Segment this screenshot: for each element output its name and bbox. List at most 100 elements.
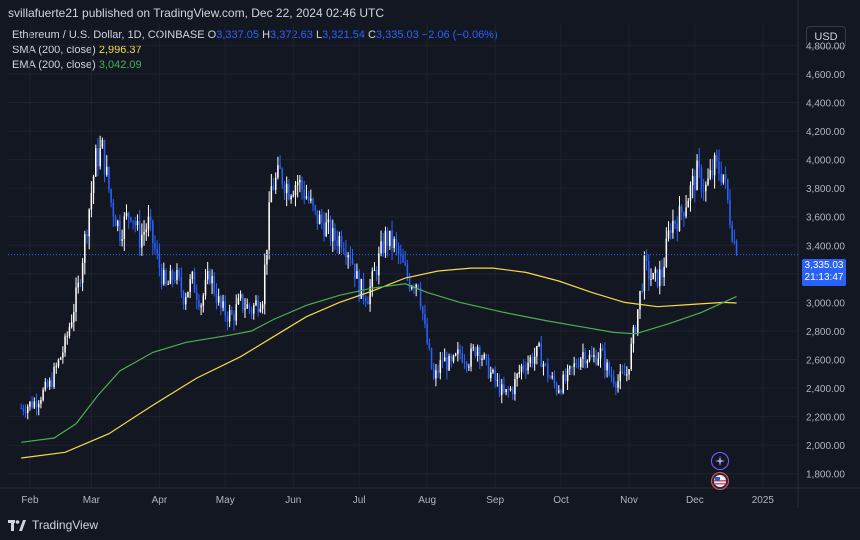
candle-body: [586, 360, 589, 364]
x-tick-label: May: [216, 495, 235, 506]
candle-body: [380, 241, 382, 254]
candle-body: [487, 358, 490, 378]
candle-body: [99, 148, 101, 167]
candle-body: [31, 401, 33, 408]
candle-body: [130, 217, 132, 221]
footer-brand-label: TradingView: [32, 518, 99, 532]
candle-body: [378, 253, 380, 276]
candle-body: [152, 220, 154, 244]
candle-body: [558, 390, 560, 393]
close-key: C: [367, 29, 376, 41]
candle-body: [156, 249, 158, 254]
candle-body: [62, 352, 64, 358]
candle-body: [689, 185, 692, 201]
candle-body: [228, 310, 231, 322]
candle-body: [727, 179, 729, 201]
candle-body: [490, 372, 492, 378]
candle-body: [373, 270, 376, 272]
candle-body: [292, 195, 295, 197]
candle-body: [391, 230, 393, 249]
y-tick-label: 3,000.00: [806, 298, 845, 309]
candle-body: [103, 140, 106, 175]
candle-body: [48, 380, 51, 387]
ema-row[interactable]: EMA (200, close) 3,042.09: [12, 58, 498, 73]
ema-label: EMA (200, close): [12, 59, 96, 71]
sparkle-glyph: [715, 456, 725, 466]
candle-body: [408, 276, 411, 289]
candle-body: [428, 343, 431, 349]
candle-body: [474, 347, 477, 356]
sparkle-icon[interactable]: [711, 452, 729, 470]
candle-body: [141, 234, 143, 248]
candle-body: [628, 369, 630, 375]
candle-body: [244, 308, 246, 310]
candle-body: [538, 343, 540, 347]
candle-body: [147, 216, 150, 230]
x-tick-label: Dec: [686, 495, 704, 506]
candle-body: [268, 202, 270, 250]
candle-body: [37, 403, 40, 408]
candle-body: [626, 374, 628, 376]
x-tick-label: Mar: [83, 495, 101, 506]
candle-body: [470, 348, 472, 367]
currency-button[interactable]: USD: [806, 26, 846, 48]
candle-body: [231, 310, 233, 315]
countdown-value: 21:13:47: [804, 272, 844, 283]
candle-body: [623, 371, 626, 376]
candle-body: [400, 254, 402, 256]
candle-body: [101, 140, 104, 149]
candle-body: [345, 251, 347, 258]
candle-body: [29, 401, 31, 407]
candle-body: [454, 353, 457, 356]
candle-body: [661, 269, 663, 278]
y-tick-label: 2,200.00: [806, 413, 845, 424]
candle-body: [200, 305, 202, 308]
candle-body: [189, 279, 191, 292]
candle-body: [184, 297, 187, 305]
candle-body: [496, 379, 499, 381]
candle-body: [566, 368, 569, 382]
ohlc-row: Ethereum / U.S. Dollar, 1D, COINBASE O3,…: [12, 28, 498, 43]
candle-body: [64, 336, 66, 353]
candle-body: [226, 315, 229, 322]
y-tick-label: 3,400.00: [806, 241, 845, 252]
candle-body: [305, 196, 308, 199]
candle-body: [503, 384, 505, 393]
candle-body: [59, 357, 62, 360]
candle-body: [342, 248, 345, 252]
candle-body: [555, 383, 558, 393]
open-value: 3,337.05: [216, 29, 260, 41]
candle-body: [590, 354, 593, 357]
flag-icon[interactable]: [711, 472, 729, 490]
change-value: −2.06 (−0.06%): [421, 29, 498, 41]
y-tick-label: 4,000.00: [806, 156, 845, 167]
y-tick-label: 4,400.00: [806, 99, 845, 110]
symbol-label[interactable]: Ethereum / U.S. Dollar, 1D, COINBASE: [12, 29, 205, 41]
sma-row[interactable]: SMA (200, close) 2,996.37: [12, 43, 498, 58]
candle-body: [384, 230, 387, 254]
candle-body: [619, 371, 622, 382]
candle-body: [709, 169, 711, 179]
candle-body: [658, 269, 661, 287]
y-tick-label: 4,800.00: [806, 41, 845, 52]
candle-body: [540, 343, 543, 367]
candle-body: [79, 282, 82, 284]
candle-body: [685, 207, 687, 217]
candle-body: [75, 287, 77, 313]
candle-body: [411, 286, 413, 289]
candle-body: [92, 176, 95, 193]
candle-body: [242, 294, 244, 310]
candle-body: [176, 269, 178, 280]
candle-body: [375, 270, 378, 276]
candle-body: [457, 349, 459, 354]
candle-body: [353, 263, 356, 279]
candle-body: [253, 305, 255, 314]
candle-body: [261, 304, 264, 309]
footer-brand[interactable]: TradingView: [8, 518, 98, 532]
candle-body: [121, 239, 123, 241]
candle-body: [22, 408, 25, 412]
candle-body: [674, 220, 676, 224]
candle-body: [643, 255, 646, 292]
candle-body: [198, 299, 200, 308]
